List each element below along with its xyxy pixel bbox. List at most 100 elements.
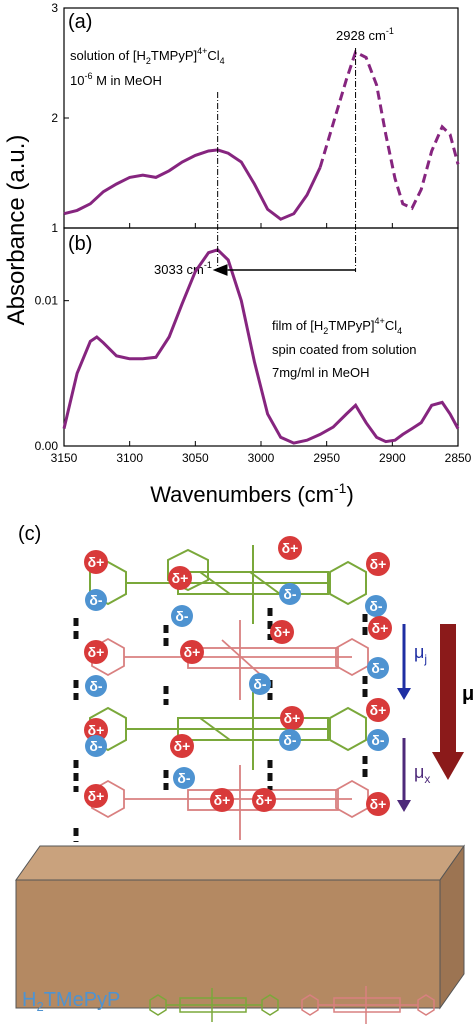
panel-b-shift-annotation: 3033 cm-1 xyxy=(154,260,212,277)
delta-plus-badge: δ+ xyxy=(84,784,108,808)
svg-text:δ+: δ+ xyxy=(214,792,231,808)
substrate-block xyxy=(15,844,465,1010)
svg-text:δ+: δ+ xyxy=(284,710,301,726)
panel-b-x-tick-labels: 3150 3100 3050 3000 2950 2900 2850 xyxy=(51,451,472,465)
panel-b-frame xyxy=(63,227,459,447)
panel-b-label: (b) xyxy=(68,233,92,255)
delta-plus-badge: δ+ xyxy=(210,788,234,812)
panel-a-y-tick-labels: 1 2 3 xyxy=(51,1,58,235)
delta-plus-badge: δ+ xyxy=(84,640,108,664)
delta-plus-badge: δ+ xyxy=(368,616,392,640)
svg-text:δ-: δ- xyxy=(89,592,102,608)
y-tick-label: 1 xyxy=(51,221,58,235)
svg-text:δ+: δ+ xyxy=(370,702,387,718)
x-tick-label: 2950 xyxy=(313,451,340,465)
svg-text:δ+: δ+ xyxy=(172,570,189,586)
panel-a-curve-dashed xyxy=(318,49,460,211)
delta-plus-badge: δ+ xyxy=(84,718,108,742)
charge-labels: δ+ δ+ δ+ δ+ δ- δ- δ- δ- δ+ δ+ δ+ δ+ δ- δ… xyxy=(84,536,392,898)
x-axis-label: Wavenumbers (cm-1) xyxy=(150,480,354,507)
svg-text:δ+: δ+ xyxy=(88,554,105,570)
shared-y-axis-label: Absorbance (a.u.) xyxy=(3,135,30,326)
panel-b-curve xyxy=(62,248,460,445)
dipole-arrow-mu-j: μj xyxy=(397,624,427,700)
panel-b-ticks xyxy=(63,300,459,447)
svg-text:δ+: δ+ xyxy=(184,644,201,660)
molecule-layer-pink-upper xyxy=(91,620,369,700)
svg-text:δ-: δ- xyxy=(283,732,296,748)
x-tick-label: 3100 xyxy=(116,451,143,465)
svg-text:δ-: δ- xyxy=(175,608,188,624)
delta-minus-badge: δ- xyxy=(279,729,301,751)
panel-a-text-line2: 10-6 M in MeOH xyxy=(70,71,162,88)
svg-text:δ+: δ+ xyxy=(174,738,191,754)
delta-plus-badge: δ+ xyxy=(84,550,108,574)
delta-plus-badge: δ+ xyxy=(270,620,294,644)
interaction-bars xyxy=(73,608,368,842)
svg-text:δ-: δ- xyxy=(89,738,102,754)
molecule-layer-green-top xyxy=(89,545,367,624)
panel-c-label: (c) xyxy=(18,523,41,545)
svg-text:δ+: δ+ xyxy=(88,722,105,738)
delta-plus-badge: δ+ xyxy=(366,552,390,576)
delta-plus-badge: δ+ xyxy=(168,566,192,590)
panel-a-text-line1: solution of [H2TMPyP]4+Cl4 xyxy=(70,46,225,66)
delta-minus-badge: δ- xyxy=(367,729,389,751)
svg-text:μj: μj xyxy=(414,642,427,666)
delta-plus-badge: δ+ xyxy=(180,640,204,664)
delta-plus-badge: δ+ xyxy=(278,536,302,560)
svg-text:δ+: δ+ xyxy=(370,796,387,812)
delta-plus-badge: δ+ xyxy=(252,788,276,812)
svg-text:δ+: δ+ xyxy=(88,788,105,804)
legend-molecule-pink xyxy=(301,986,435,1024)
delta-plus-badge: δ+ xyxy=(280,706,304,730)
delta-plus-badge: δ+ xyxy=(170,734,194,758)
panel-b-y-tick-labels: 0.00 0.01 xyxy=(35,294,59,453)
svg-text:δ-: δ- xyxy=(177,770,190,786)
x-tick-label: 3000 xyxy=(248,451,275,465)
panel-a-peak-annotation: 2928 cm-1 xyxy=(336,26,394,43)
svg-text:μx: μx xyxy=(414,762,430,786)
delta-minus-badge: δ- xyxy=(171,605,193,627)
x-tick-label: 3050 xyxy=(182,451,209,465)
legend-molecule-green xyxy=(149,988,279,1022)
y-tick-label: 0.00 xyxy=(35,439,59,453)
delta-minus-badge: δ- xyxy=(367,657,389,679)
svg-text:δ-: δ- xyxy=(371,732,384,748)
panel-b-text-line2: spin coated from solution xyxy=(272,342,417,357)
delta-plus-badge: δ+ xyxy=(366,698,390,722)
delta-minus-badge: δ- xyxy=(279,583,301,605)
x-tick-label: 3150 xyxy=(51,451,78,465)
svg-text:δ-: δ- xyxy=(253,676,266,692)
x-tick-label: 2900 xyxy=(379,451,406,465)
y-tick-label: 3 xyxy=(51,1,58,15)
delta-minus-badge: δ- xyxy=(173,767,195,789)
svg-text:δ+: δ+ xyxy=(372,620,389,636)
dipole-arrow-mu-x: μx xyxy=(397,738,430,812)
svg-text:δ+: δ+ xyxy=(282,540,299,556)
dipole-arrow-mu-total: μ xyxy=(432,624,474,780)
svg-text:δ+: δ+ xyxy=(274,624,291,640)
svg-text:δ+: δ+ xyxy=(256,792,273,808)
delta-minus-badge: δ- xyxy=(249,673,271,695)
svg-text:δ-: δ- xyxy=(283,586,296,602)
svg-text:δ-: δ- xyxy=(369,598,382,614)
delta-plus-badge: δ+ xyxy=(366,792,390,816)
y-tick-label: 2 xyxy=(51,111,58,125)
delta-minus-badge: δ- xyxy=(85,735,107,757)
svg-text:δ+: δ+ xyxy=(370,556,387,572)
legend-label: H2TMePyP xyxy=(22,989,120,1014)
delta-minus-badge: δ- xyxy=(365,595,387,617)
panel-b-text-line3: 7mg/ml in MeOH xyxy=(272,365,370,380)
y-tick-label: 0.01 xyxy=(35,294,59,308)
x-tick-label: 2850 xyxy=(445,451,472,465)
panel-a-label: (a) xyxy=(68,11,92,33)
delta-minus-badge: δ- xyxy=(85,675,107,697)
panel-b-text-line1: film of [H2TMPyP]4+Cl4 xyxy=(272,316,402,336)
svg-text:δ+: δ+ xyxy=(88,644,105,660)
panel-a-curve-solid xyxy=(63,148,322,221)
molecule-layer-green-middle xyxy=(89,692,367,770)
svg-text:μ: μ xyxy=(462,683,474,705)
svg-text:δ-: δ- xyxy=(371,660,384,676)
